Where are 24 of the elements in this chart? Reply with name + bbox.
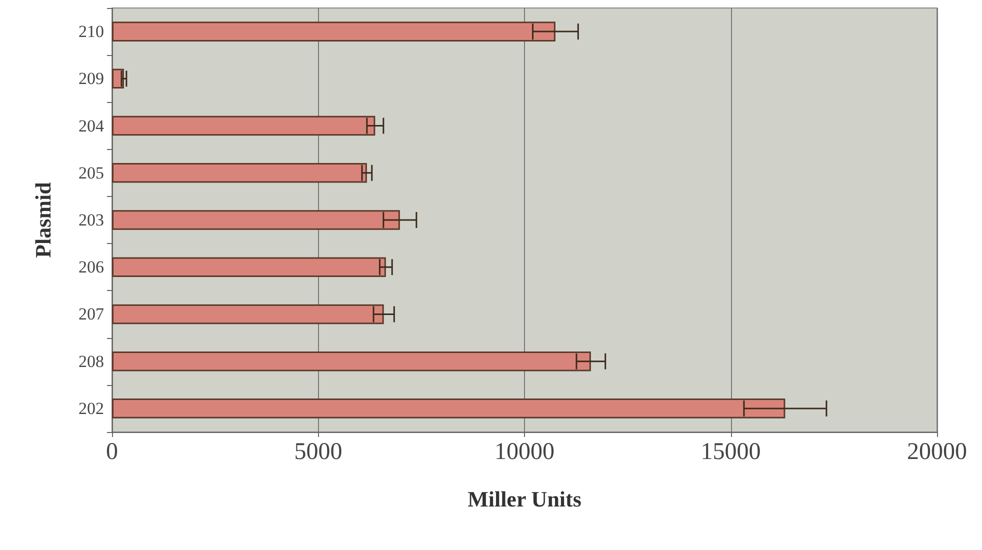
- y-tick-label: 205: [78, 163, 104, 182]
- y-axis-title: Plasmid: [30, 182, 56, 258]
- y-tick-label: 207: [78, 304, 104, 324]
- bar: [112, 398, 786, 418]
- x-tick-label: 15000: [700, 439, 761, 465]
- y-tick-label: 204: [78, 116, 104, 136]
- x-axis-title: Miller Units: [468, 486, 582, 512]
- y-tick-label: 202: [78, 398, 104, 418]
- y-tick-label: 209: [78, 69, 104, 88]
- bar: [112, 116, 376, 136]
- y-tick-label: 210: [78, 22, 104, 42]
- x-tick-label: 10000: [494, 439, 554, 465]
- y-tick-label: 206: [78, 258, 104, 277]
- bar: [112, 210, 400, 230]
- y-tick-label: 203: [78, 210, 104, 230]
- bar: [112, 22, 556, 42]
- x-tick-label: 0: [106, 439, 118, 465]
- bar: [112, 351, 591, 372]
- bar: [112, 162, 367, 183]
- bar: [112, 304, 384, 324]
- bar: [112, 257, 386, 278]
- y-tick-label: 208: [78, 352, 104, 371]
- x-tick-label: 20000: [907, 439, 967, 465]
- x-tick-label: 5000: [294, 439, 342, 465]
